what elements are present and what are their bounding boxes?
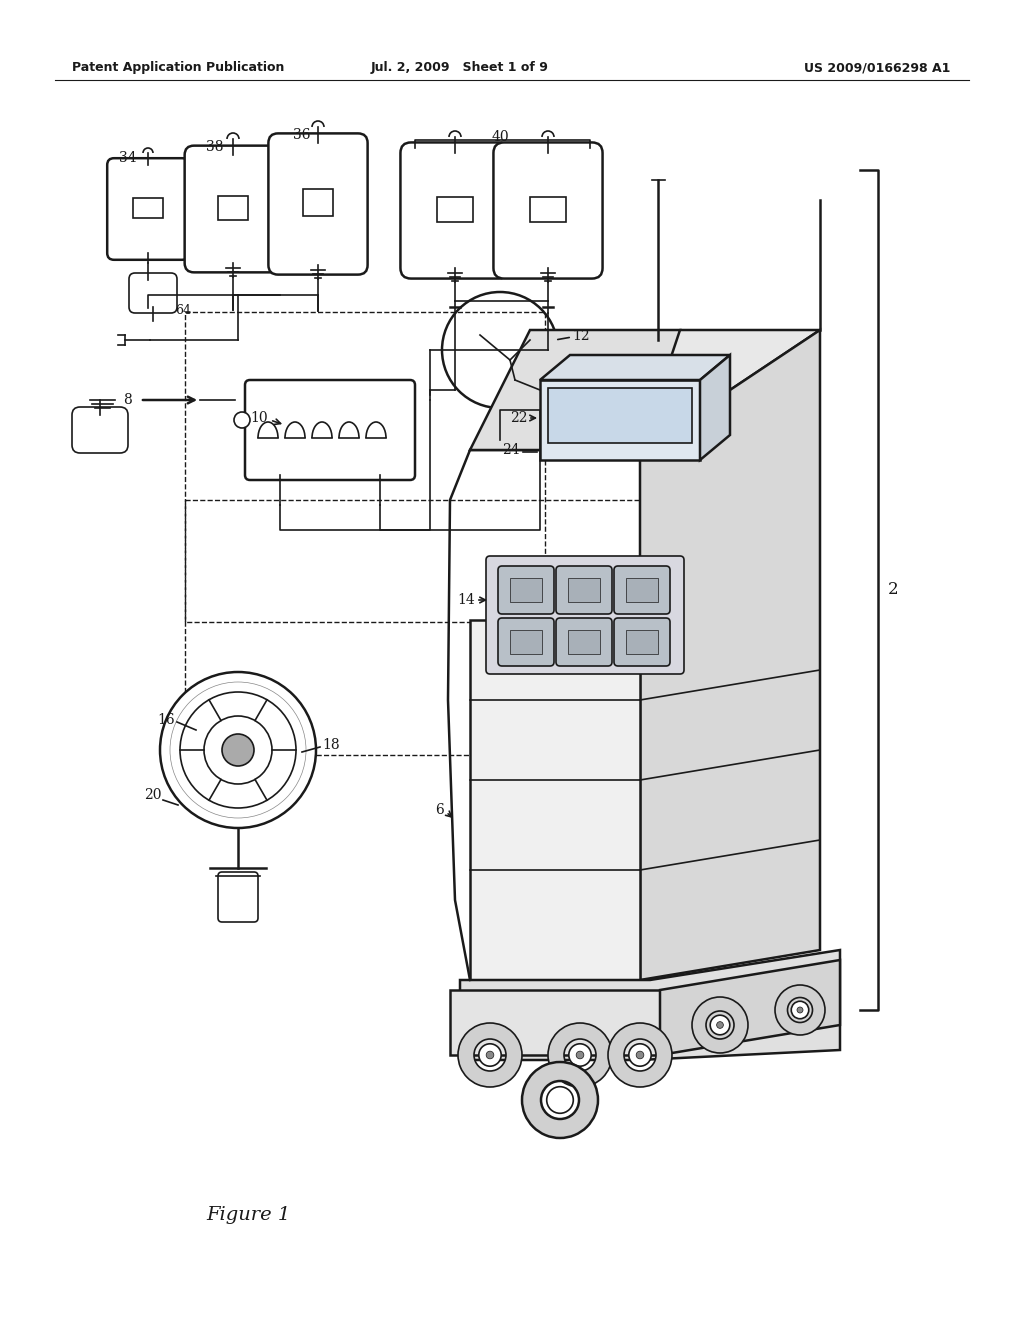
Polygon shape [470, 330, 680, 450]
FancyBboxPatch shape [218, 873, 258, 921]
Text: 2: 2 [888, 582, 899, 598]
Circle shape [636, 1051, 644, 1059]
Polygon shape [700, 355, 730, 459]
Circle shape [792, 1002, 809, 1019]
Circle shape [797, 1007, 803, 1012]
Circle shape [204, 715, 272, 784]
Polygon shape [540, 380, 700, 459]
Circle shape [479, 1044, 501, 1067]
Bar [568, 578, 600, 602]
Circle shape [442, 292, 558, 408]
Bar [529, 197, 566, 222]
Text: 20: 20 [144, 788, 162, 803]
FancyBboxPatch shape [556, 566, 612, 614]
Circle shape [160, 672, 316, 828]
Circle shape [180, 692, 296, 808]
Text: Figure 1: Figure 1 [206, 1206, 290, 1224]
Text: 22: 22 [511, 411, 528, 425]
Text: 8: 8 [123, 393, 132, 407]
Circle shape [234, 412, 250, 428]
Circle shape [629, 1044, 651, 1067]
Circle shape [535, 385, 545, 395]
Bar [185, 312, 545, 622]
Circle shape [711, 1015, 730, 1035]
Polygon shape [470, 620, 640, 979]
Wedge shape [775, 985, 825, 1035]
Bar [510, 578, 542, 602]
Circle shape [547, 1086, 573, 1113]
FancyBboxPatch shape [400, 143, 510, 279]
Bar [548, 388, 692, 444]
FancyBboxPatch shape [498, 618, 554, 667]
FancyBboxPatch shape [268, 133, 368, 275]
Wedge shape [692, 997, 748, 1053]
Polygon shape [660, 960, 840, 1055]
Text: 12: 12 [572, 329, 590, 343]
Wedge shape [458, 1023, 522, 1086]
Text: 14: 14 [458, 593, 475, 607]
Bar [218, 197, 248, 220]
Text: 16: 16 [158, 713, 175, 727]
FancyBboxPatch shape [72, 407, 128, 453]
Polygon shape [450, 990, 660, 1055]
FancyBboxPatch shape [614, 618, 670, 667]
Circle shape [486, 1051, 494, 1059]
Text: 64: 64 [175, 305, 191, 318]
Text: 38: 38 [206, 140, 224, 154]
FancyBboxPatch shape [129, 273, 177, 313]
FancyBboxPatch shape [108, 158, 188, 260]
Wedge shape [548, 1023, 612, 1086]
Text: 6: 6 [435, 803, 444, 817]
Bar [133, 198, 163, 218]
Wedge shape [522, 1063, 598, 1138]
FancyBboxPatch shape [614, 566, 670, 614]
Circle shape [568, 1044, 591, 1067]
FancyBboxPatch shape [184, 145, 282, 272]
Text: 40: 40 [492, 129, 509, 144]
Text: 36: 36 [293, 128, 310, 143]
FancyBboxPatch shape [498, 566, 554, 614]
Circle shape [717, 1022, 723, 1028]
FancyBboxPatch shape [556, 618, 612, 667]
Text: Patent Application Publication: Patent Application Publication [72, 62, 285, 74]
Bar [185, 500, 755, 755]
Polygon shape [470, 330, 820, 450]
Wedge shape [608, 1023, 672, 1086]
FancyBboxPatch shape [486, 556, 684, 675]
Text: 18: 18 [322, 738, 340, 752]
Bar [303, 189, 333, 216]
Polygon shape [640, 330, 820, 979]
Circle shape [577, 1051, 584, 1059]
Text: Jul. 2, 2009   Sheet 1 of 9: Jul. 2, 2009 Sheet 1 of 9 [371, 62, 549, 74]
Bar [510, 630, 542, 653]
Polygon shape [540, 355, 730, 380]
Bar [626, 578, 658, 602]
Bar [568, 630, 600, 653]
Bar [626, 630, 658, 653]
Circle shape [222, 734, 254, 766]
FancyBboxPatch shape [245, 380, 415, 480]
Text: US 2009/0166298 A1: US 2009/0166298 A1 [804, 62, 950, 74]
Bar [436, 197, 473, 222]
Text: 10: 10 [251, 411, 268, 425]
Text: 34: 34 [119, 150, 137, 165]
FancyBboxPatch shape [494, 143, 602, 279]
Text: 24: 24 [503, 444, 520, 457]
Polygon shape [460, 950, 840, 1060]
